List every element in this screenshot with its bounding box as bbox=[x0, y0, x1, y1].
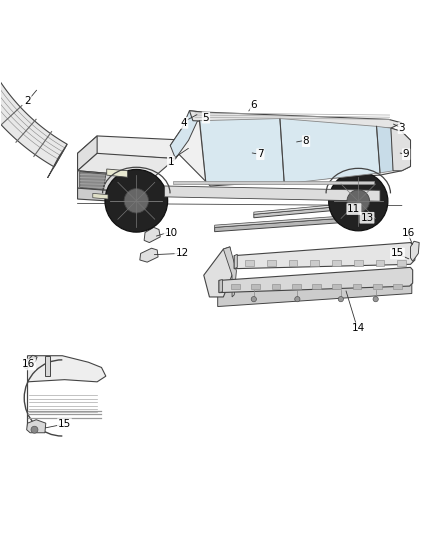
Polygon shape bbox=[93, 193, 108, 199]
Text: 2: 2 bbox=[24, 96, 31, 106]
Polygon shape bbox=[254, 206, 350, 218]
Polygon shape bbox=[173, 181, 374, 184]
Polygon shape bbox=[78, 136, 97, 171]
Bar bbox=[289, 261, 297, 265]
Text: 15: 15 bbox=[391, 248, 404, 259]
Polygon shape bbox=[219, 268, 413, 293]
Text: 5: 5 bbox=[203, 112, 209, 123]
Polygon shape bbox=[28, 356, 106, 427]
Bar bbox=[245, 261, 254, 265]
Bar bbox=[353, 284, 361, 289]
Polygon shape bbox=[48, 144, 67, 177]
Polygon shape bbox=[144, 228, 160, 243]
Polygon shape bbox=[27, 419, 46, 433]
Polygon shape bbox=[0, 75, 67, 167]
Polygon shape bbox=[215, 216, 367, 232]
Polygon shape bbox=[107, 169, 127, 177]
Text: 12: 12 bbox=[175, 248, 189, 259]
Polygon shape bbox=[215, 214, 367, 228]
Bar bbox=[231, 284, 240, 289]
Text: 16: 16 bbox=[22, 359, 35, 369]
Bar bbox=[272, 284, 280, 289]
Text: 9: 9 bbox=[403, 149, 410, 159]
Text: 14: 14 bbox=[352, 324, 365, 333]
Polygon shape bbox=[200, 118, 284, 184]
Bar bbox=[251, 284, 260, 289]
Circle shape bbox=[338, 296, 343, 302]
Text: 13: 13 bbox=[360, 213, 374, 223]
Polygon shape bbox=[218, 279, 412, 306]
Circle shape bbox=[124, 189, 148, 213]
Bar bbox=[267, 261, 276, 265]
Circle shape bbox=[105, 169, 168, 232]
Bar bbox=[332, 261, 341, 265]
Text: 7: 7 bbox=[257, 149, 264, 159]
Text: 4: 4 bbox=[181, 118, 187, 128]
Text: 6: 6 bbox=[251, 100, 257, 110]
Text: 3: 3 bbox=[399, 123, 405, 133]
Circle shape bbox=[347, 190, 370, 213]
Bar bbox=[376, 261, 385, 265]
Text: 10: 10 bbox=[165, 228, 178, 238]
Polygon shape bbox=[391, 128, 410, 171]
Polygon shape bbox=[170, 111, 201, 158]
Polygon shape bbox=[78, 136, 188, 158]
Polygon shape bbox=[254, 204, 350, 214]
Polygon shape bbox=[410, 241, 419, 261]
Polygon shape bbox=[377, 126, 393, 173]
Bar bbox=[393, 284, 402, 289]
Text: 8: 8 bbox=[303, 136, 309, 146]
Bar bbox=[354, 261, 363, 265]
Polygon shape bbox=[165, 186, 380, 201]
Bar bbox=[292, 284, 300, 289]
Text: 11: 11 bbox=[347, 204, 360, 214]
Circle shape bbox=[295, 296, 300, 302]
Polygon shape bbox=[78, 154, 176, 177]
Polygon shape bbox=[45, 356, 50, 376]
Circle shape bbox=[373, 296, 378, 302]
Bar bbox=[397, 261, 406, 265]
Bar bbox=[373, 284, 381, 289]
Polygon shape bbox=[219, 279, 223, 293]
Polygon shape bbox=[189, 111, 402, 128]
Polygon shape bbox=[280, 118, 380, 184]
Polygon shape bbox=[223, 247, 237, 297]
Polygon shape bbox=[78, 188, 149, 204]
Bar bbox=[332, 284, 341, 289]
Polygon shape bbox=[140, 248, 158, 262]
Text: 16: 16 bbox=[402, 228, 415, 238]
Circle shape bbox=[328, 172, 388, 231]
Polygon shape bbox=[234, 243, 415, 269]
Text: 15: 15 bbox=[58, 419, 71, 429]
Polygon shape bbox=[78, 171, 154, 193]
Polygon shape bbox=[234, 254, 237, 269]
Polygon shape bbox=[24, 356, 37, 369]
Bar bbox=[312, 284, 321, 289]
Polygon shape bbox=[170, 120, 410, 186]
Polygon shape bbox=[80, 172, 106, 190]
Bar bbox=[311, 261, 319, 265]
Circle shape bbox=[251, 296, 256, 302]
Text: 1: 1 bbox=[168, 157, 174, 167]
Circle shape bbox=[31, 426, 38, 433]
Polygon shape bbox=[204, 247, 232, 297]
